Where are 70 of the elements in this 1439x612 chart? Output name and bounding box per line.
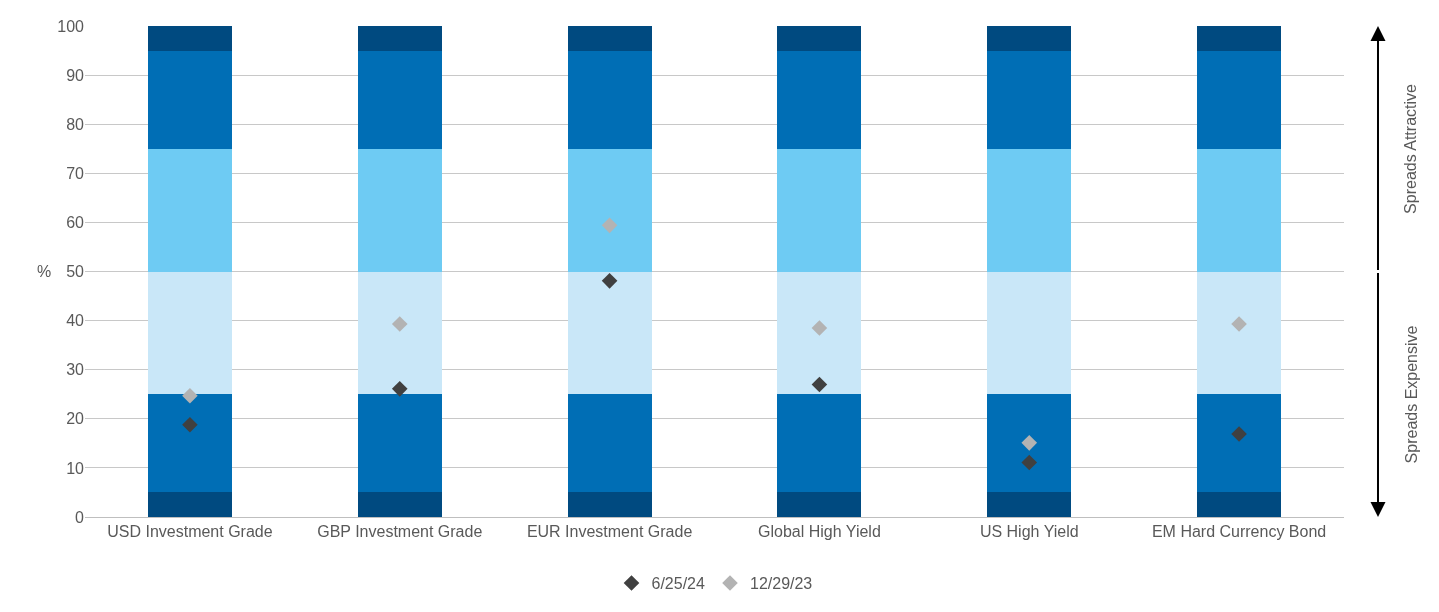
bar [147, 492, 232, 517]
bar [1197, 148, 1282, 272]
y-tick-label: 10 [66, 459, 85, 477]
point [601, 273, 618, 289]
bar [567, 492, 652, 517]
point [601, 217, 618, 234]
bar [357, 50, 442, 149]
bar [987, 26, 1072, 51]
x-tick-label: USD Investment Grade [107, 523, 273, 541]
point [811, 376, 828, 393]
x-tick-label: EM Hard Currency Bond [1151, 523, 1327, 541]
y-tick-label: 20 [66, 410, 85, 428]
bar [567, 26, 652, 51]
y-tick-label: 90 [66, 66, 85, 84]
bar [567, 50, 652, 149]
legend-label: 6/25/24 [651, 575, 705, 593]
y-tick-label: 30 [66, 361, 85, 379]
bar [1197, 26, 1282, 51]
bar [147, 50, 232, 149]
y-tick-label: 80 [66, 115, 85, 133]
point [1021, 454, 1038, 471]
bar [147, 394, 232, 493]
point [811, 320, 828, 336]
bar [987, 50, 1072, 149]
bar [987, 271, 1072, 395]
y-tick-label: 100 [57, 17, 85, 35]
bar [567, 148, 652, 272]
point [391, 316, 408, 332]
bar [357, 271, 442, 395]
bar [357, 148, 442, 272]
point [1231, 316, 1247, 332]
bar [147, 271, 232, 395]
legend-label: 12/29/23 [749, 575, 813, 593]
point [391, 381, 408, 397]
point [1231, 426, 1247, 442]
bar [987, 492, 1072, 517]
y-tick-label: 40 [66, 312, 85, 330]
bar [147, 148, 232, 272]
bar [357, 492, 442, 517]
bar [1197, 271, 1282, 395]
bar [777, 50, 862, 149]
bar [777, 271, 862, 395]
text: Spreads Expensive [1402, 325, 1420, 464]
bar [1197, 492, 1282, 517]
bar [567, 271, 652, 395]
point [182, 416, 198, 433]
bar [567, 394, 652, 493]
x-tick-label: GBP Investment Grade [317, 523, 483, 541]
bar [1197, 394, 1282, 493]
x-tick-label: US High Yield [979, 523, 1079, 541]
bar [777, 148, 862, 272]
bar [357, 394, 442, 493]
x-tick-label: Global High Yield [758, 523, 881, 541]
y-tick-label: 50 [66, 263, 85, 281]
bar [987, 148, 1072, 272]
bar [777, 26, 862, 51]
bar [987, 394, 1072, 493]
point [182, 387, 198, 404]
point [1021, 435, 1038, 451]
bar [357, 26, 442, 51]
y-tick-label: 70 [66, 164, 85, 182]
x-tick-label: EUR Investment Grade [526, 523, 693, 541]
text: Spreads Attractive [1402, 83, 1420, 214]
bar [777, 492, 862, 517]
bar [777, 394, 862, 493]
bar [147, 26, 232, 51]
bar [1197, 50, 1282, 149]
y-tick-label: 60 [66, 214, 85, 231]
y-axis-title: % [37, 263, 52, 280]
y-tick-label: 0 [75, 508, 85, 526]
